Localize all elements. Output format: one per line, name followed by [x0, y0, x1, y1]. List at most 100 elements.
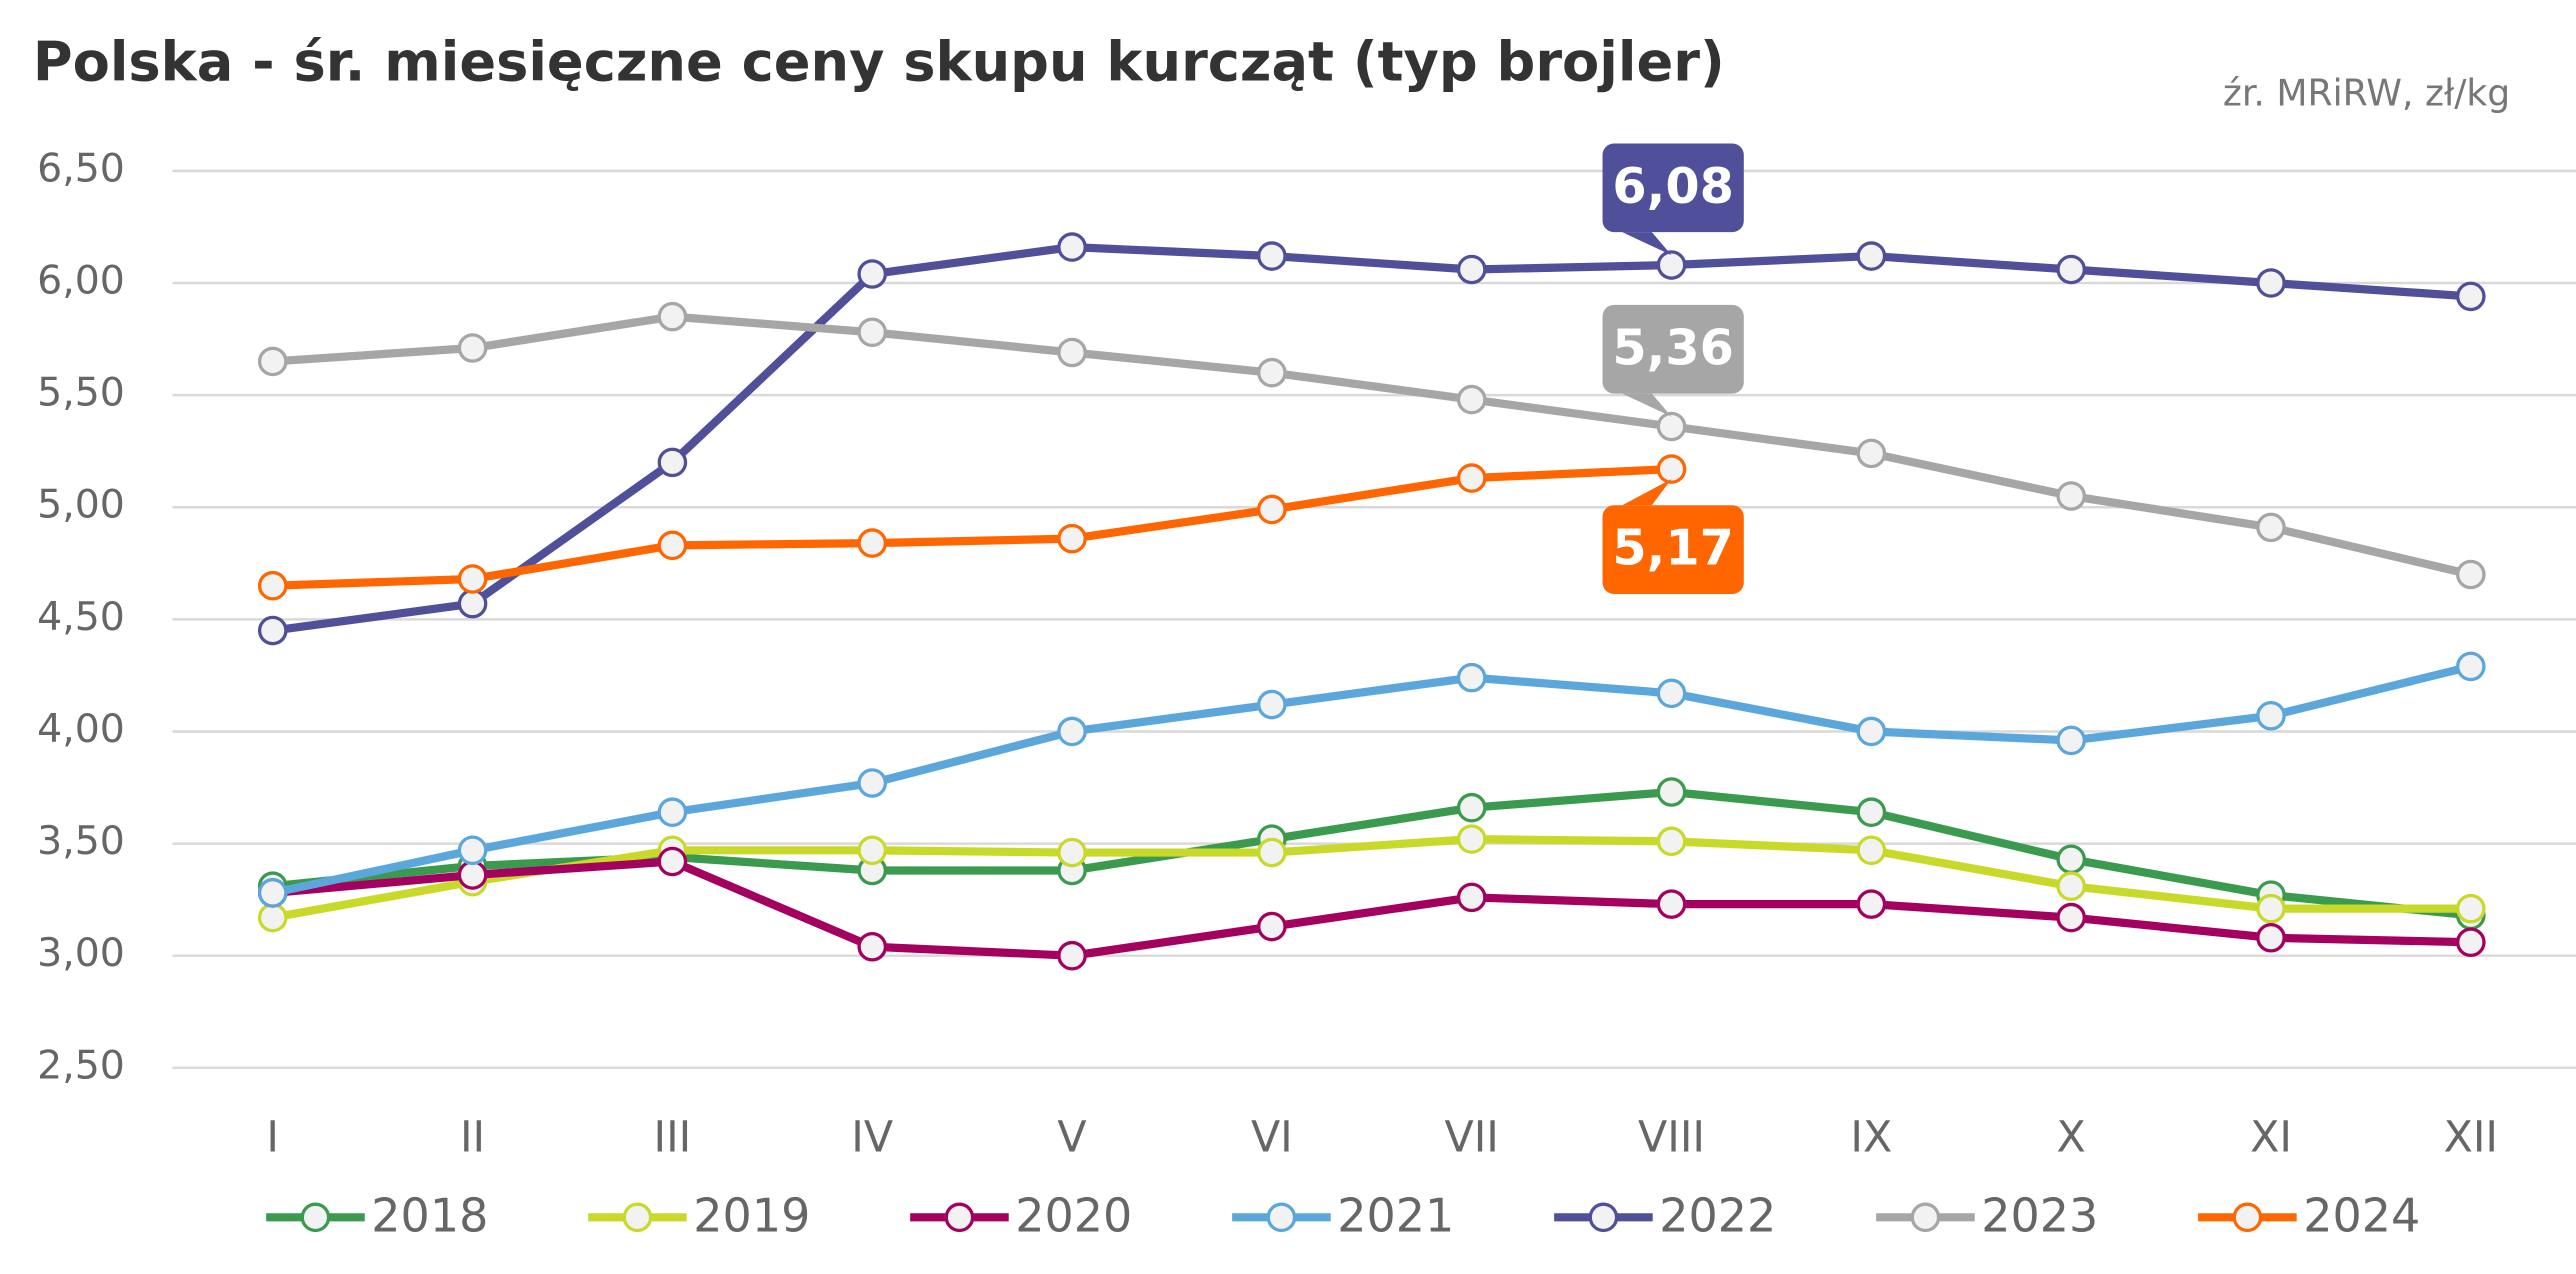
point: [1257, 911, 1287, 942]
legend-label: 2024: [2303, 1188, 2420, 1242]
y-tick-label: 4,00: [37, 706, 125, 752]
point: [1656, 411, 1687, 442]
legend-marker: [1266, 1202, 1297, 1233]
value-label: 5,17: [1612, 519, 1734, 577]
point: [657, 447, 688, 478]
point: [1856, 716, 1887, 747]
point: [1057, 940, 1087, 971]
point: [2056, 725, 2086, 756]
point: [1856, 835, 1887, 866]
point: [1656, 678, 1687, 709]
point: [2456, 559, 2486, 590]
point: [1257, 689, 1287, 720]
point: [1656, 889, 1687, 919]
y-tick-label: 6,00: [37, 257, 125, 303]
point: [2056, 871, 2086, 901]
y-tick-label: 5,50: [37, 370, 125, 416]
grid: 2,503,003,504,004,505,005,506,006,50I II I…: [37, 145, 2576, 1163]
series-line: [272, 242, 2472, 635]
point: [1257, 837, 1287, 868]
point: [457, 333, 488, 363]
point: [857, 528, 888, 558]
point: [1456, 882, 1487, 913]
point: [657, 301, 688, 332]
chart-title: Polska - śr. miesięczne ceny skupu kurcz…: [33, 30, 1725, 93]
y-tick-label: 6,50: [37, 145, 125, 191]
point: [2256, 268, 2286, 298]
point: [2256, 893, 2286, 924]
value-labels: 6,08 5,36 5,17: [1602, 143, 1744, 594]
point: [2056, 481, 2086, 511]
x-tick-label: VII: [1444, 1113, 1498, 1163]
point: [1257, 357, 1287, 388]
point: [257, 615, 288, 646]
point: [1456, 463, 1487, 493]
point: [457, 835, 488, 866]
point: [1856, 241, 1887, 271]
value-label: 6,08: [1612, 157, 1734, 215]
legend-marker: [300, 1202, 331, 1233]
legend-label: 2021: [1337, 1188, 1454, 1242]
point: [257, 902, 288, 933]
point: [1656, 777, 1687, 807]
x-tick-label: II: [460, 1113, 485, 1163]
point: [2056, 844, 2086, 875]
point: [1856, 438, 1887, 469]
point: [857, 835, 888, 866]
legend-label: 2020: [1015, 1188, 1132, 1242]
label-pointer: [1622, 478, 1672, 506]
x-tick-label: I: [266, 1113, 279, 1163]
legend-label: 2022: [1659, 1188, 1776, 1242]
chart-subtitle: źr. MRiRW, zł/kg: [2223, 71, 2510, 114]
point: [2056, 254, 2086, 285]
x-tick-label: IV: [851, 1113, 893, 1163]
label-box: [1602, 143, 1744, 233]
label-box: [1602, 304, 1744, 394]
point: [2456, 281, 2486, 312]
point: [1057, 337, 1087, 368]
point: [2256, 922, 2286, 953]
point: [1856, 797, 1887, 827]
label-pointer: [1622, 393, 1672, 417]
series-line: [272, 464, 1672, 590]
point: [1856, 889, 1887, 919]
point: [2456, 651, 2486, 682]
point: [1656, 454, 1687, 484]
point: [857, 768, 888, 798]
point: [1456, 662, 1487, 693]
y-tick-label: 5,00: [37, 482, 125, 528]
point: [1257, 494, 1287, 525]
y-tick-label: 2,50: [37, 1042, 125, 1088]
point: [1057, 232, 1087, 262]
point: [1456, 254, 1487, 285]
legend-marker: [944, 1202, 975, 1233]
x-tick-label: XI: [2250, 1113, 2292, 1163]
x-tick-label: V: [1057, 1113, 1086, 1163]
label-pointer: [1622, 232, 1672, 256]
legend: 2018 2019 2020 2021 2022 2023 2024: [266, 1188, 2420, 1242]
point: [1057, 837, 1087, 868]
point: [857, 259, 888, 289]
plot: [257, 232, 2486, 971]
series-line: [272, 857, 2471, 960]
point: [1456, 384, 1487, 415]
point: [2256, 512, 2286, 543]
point: [457, 564, 488, 594]
point: [857, 931, 888, 962]
legend-marker: [2232, 1202, 2263, 1233]
point: [2456, 893, 2486, 924]
legend-label: 2023: [1981, 1188, 2098, 1242]
legend-marker: [1910, 1202, 1941, 1233]
point: [457, 588, 488, 619]
point: [657, 530, 688, 561]
series-line: [271, 662, 2472, 897]
value-label: 5,36: [1612, 318, 1734, 376]
y-tick-label: 4,50: [37, 594, 125, 640]
point: [1656, 250, 1687, 280]
x-tick-label: IX: [1850, 1113, 1892, 1163]
point: [257, 570, 288, 601]
point: [1456, 792, 1487, 823]
point: [657, 846, 688, 877]
series-line: [272, 312, 2472, 579]
